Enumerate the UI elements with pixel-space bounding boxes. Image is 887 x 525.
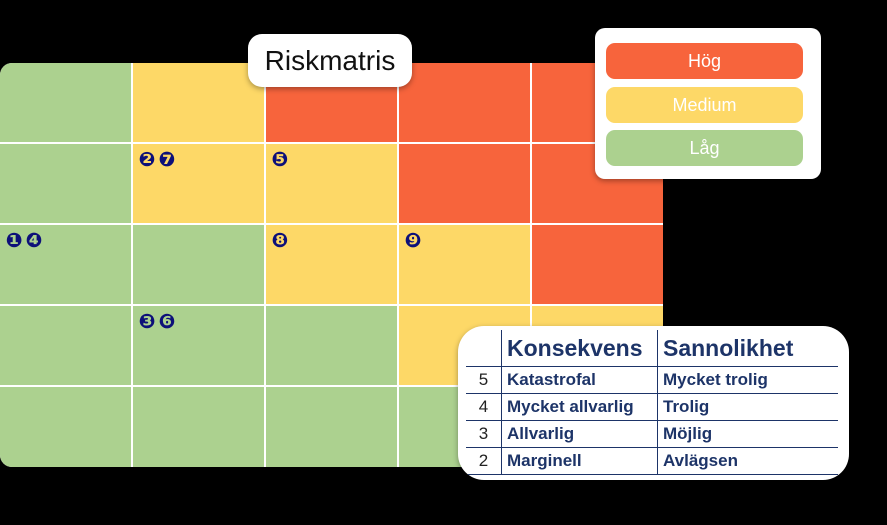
risk-marker: ❽ <box>271 228 289 252</box>
table-cell-level: 5 <box>466 366 502 394</box>
table-row: 5 Katastrofal Mycket trolig <box>466 366 838 394</box>
risk-marker-group: ❽ <box>271 228 289 252</box>
table-cell-sannolikhet: Mycket trolig <box>657 366 838 394</box>
table-header-konsekvens: Konsekvens <box>501 330 658 367</box>
table-cell-konsekvens: Allvarlig <box>501 420 658 448</box>
table-cell-konsekvens: Mycket allvarlig <box>501 393 658 421</box>
matrix-cell <box>133 225 264 304</box>
matrix-cell <box>399 63 530 142</box>
matrix-cell <box>133 387 264 467</box>
table-row: 2 Marginell Avlägsen <box>466 447 838 475</box>
table-header-row: Konsekvens Sannolikhet <box>466 330 838 367</box>
legend-item-high: Hög <box>606 43 803 79</box>
risk-marker: ❹ <box>25 228 43 252</box>
table-cell-level: 3 <box>466 420 502 448</box>
legend-item-low: Låg <box>606 130 803 166</box>
risk-marker: ❷ <box>138 147 156 171</box>
matrix-cell <box>266 144 397 223</box>
risk-marker-group: ❺ <box>271 147 289 171</box>
matrix-cell <box>266 225 397 304</box>
risk-marker: ❸ <box>138 309 156 333</box>
matrix-cell <box>0 306 131 385</box>
page-title: Riskmatris <box>248 34 412 87</box>
risk-marker-group: ❾ <box>404 228 422 252</box>
legend-item-medium: Medium <box>606 87 803 123</box>
table-cell-sannolikhet: Avlägsen <box>657 447 838 475</box>
table-row: 4 Mycket allvarlig Trolig <box>466 393 838 421</box>
table-header-index <box>466 330 502 367</box>
table-cell-level: 2 <box>466 447 502 475</box>
risk-marker: ❼ <box>158 147 176 171</box>
matrix-cell <box>399 225 530 304</box>
matrix-cell <box>399 144 530 223</box>
risk-marker: ❾ <box>404 228 422 252</box>
table-cell-konsekvens: Marginell <box>501 447 658 475</box>
matrix-cell <box>133 63 264 142</box>
risk-marker: ❻ <box>158 309 176 333</box>
risk-marker: ❶ <box>5 228 23 252</box>
table-cell-level: 4 <box>466 393 502 421</box>
table-cell-sannolikhet: Möjlig <box>657 420 838 448</box>
matrix-cell <box>133 144 264 223</box>
matrix-cell <box>0 387 131 467</box>
matrix-cell <box>0 225 131 304</box>
matrix-cell <box>532 225 663 304</box>
table-header-sannolikhet: Sannolikhet <box>657 330 838 367</box>
matrix-cell <box>266 387 397 467</box>
table-cell-konsekvens: Katastrofal <box>501 366 658 394</box>
matrix-cell <box>133 306 264 385</box>
table-row: 3 Allvarlig Möjlig <box>466 420 838 448</box>
scale-table: Konsekvens Sannolikhet 5 Katastrofal Myc… <box>466 330 838 475</box>
matrix-cell <box>266 306 397 385</box>
risk-marker: ❺ <box>271 147 289 171</box>
matrix-cell <box>0 144 131 223</box>
table-cell-sannolikhet: Trolig <box>657 393 838 421</box>
matrix-cell <box>0 63 131 142</box>
scale-table-card: Konsekvens Sannolikhet 5 Katastrofal Myc… <box>458 326 849 480</box>
legend: Hög Medium Låg <box>595 28 821 179</box>
